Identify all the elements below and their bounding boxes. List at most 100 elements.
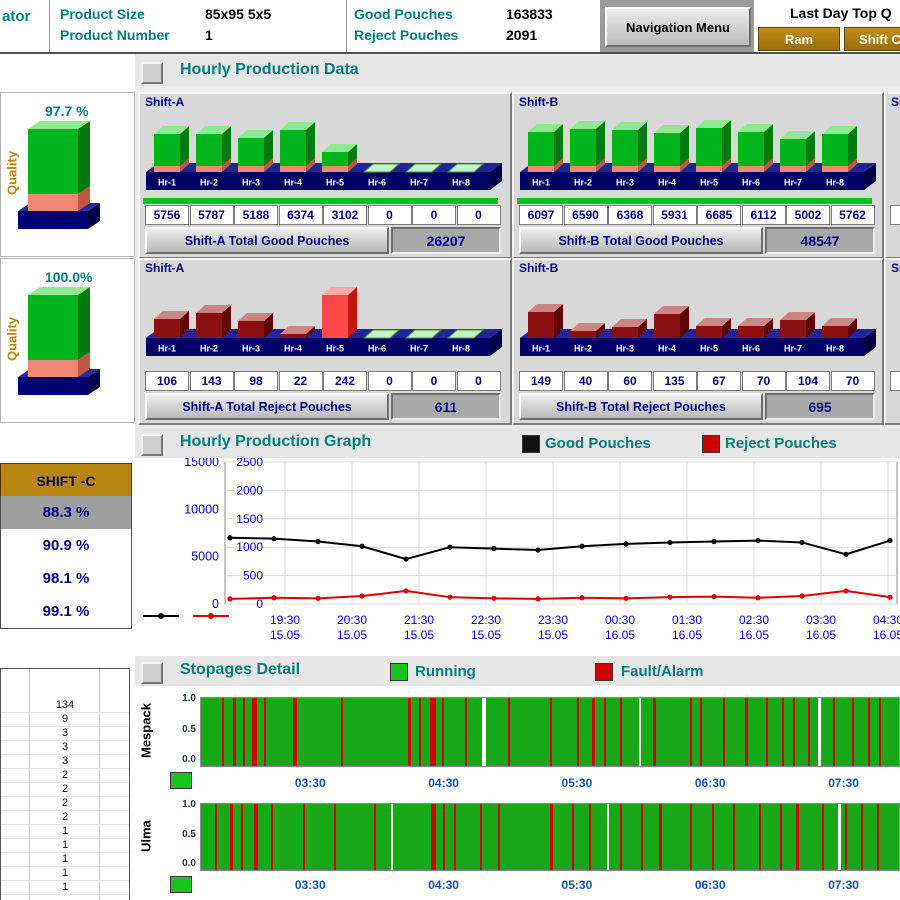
y-tick-label: 1.0 xyxy=(182,693,196,704)
shift-b-total-good-value: 48547 xyxy=(765,227,875,254)
svg-text:Hr-4: Hr-4 xyxy=(284,178,302,188)
shift-change-button[interactable]: Shift C xyxy=(844,27,900,51)
fault-stripe xyxy=(808,698,811,766)
ram-button[interactable]: Ram xyxy=(758,27,840,51)
fault-stripe xyxy=(233,698,237,766)
fault-stripe xyxy=(589,804,592,870)
table-gridline xyxy=(99,669,100,900)
svg-text:16.05: 16.05 xyxy=(605,628,635,642)
stopped-gap xyxy=(638,698,641,766)
count-row: 1 xyxy=(1,839,129,853)
shift-b-reject-panel: Shift-B Hr-1 Hr-2 Hr-3 Hr-4 Hr-5 Hr-6 Hr-7 Hr-8… xyxy=(512,258,884,425)
hour-value-cell: 40 xyxy=(563,371,608,391)
svg-text:Hr-1: Hr-1 xyxy=(158,344,176,354)
shift-a-total-reject-button[interactable]: Shift-A Total Reject Pouches xyxy=(145,393,389,420)
ulma-timeline-strip xyxy=(200,803,900,871)
shift-b-total-good-button[interactable]: Shift-B Total Good Pouches xyxy=(519,227,763,254)
shift-a-total-good-value: 26207 xyxy=(391,227,501,254)
mespack-timeline-strip xyxy=(200,697,900,767)
svg-text:Hr-7: Hr-7 xyxy=(410,178,428,188)
quality-reject-panel: Quality 100.0% xyxy=(0,258,135,423)
count-row: 1 xyxy=(1,853,129,867)
fault-stripe xyxy=(263,698,266,766)
shift-b-total-reject-value: 695 xyxy=(765,393,875,420)
fault-alarm-legend-swatch xyxy=(595,663,613,681)
section-title: Hourly Production Graph xyxy=(180,433,372,450)
fault-stripe xyxy=(242,698,245,766)
navigation-menu-button[interactable]: Navigation Menu xyxy=(605,7,751,47)
x-tick-label: 04:30 xyxy=(428,776,459,790)
svg-text:2500: 2500 xyxy=(236,458,263,469)
svg-text:15.05: 15.05 xyxy=(337,628,367,642)
fault-stripe xyxy=(333,804,336,870)
svg-text:Hr-6: Hr-6 xyxy=(742,178,760,188)
hour-value-cell: 6685 xyxy=(697,205,741,225)
panel-title: Sh xyxy=(891,261,900,275)
hour-value-cell: 106 xyxy=(145,371,189,391)
y-tick-label: 1.0 xyxy=(182,799,196,810)
fault-stripe xyxy=(214,804,217,870)
mespack-x-axis: 03:30 04:30 05:30 06:30 07:30 xyxy=(200,776,898,792)
panel-title: Sh xyxy=(891,95,900,109)
x-tick-label: 03:30 xyxy=(294,776,326,790)
fault-stripe xyxy=(454,804,457,870)
count-row: 1 xyxy=(1,867,129,881)
fault-stripe xyxy=(464,698,467,766)
hour-value-cell: 6368 xyxy=(608,205,652,225)
fault-stripe xyxy=(619,698,622,766)
quality-reject-stacked-bar xyxy=(18,287,100,395)
x-tick-label: 04:30 xyxy=(428,878,459,892)
hour-value-cell: 242 xyxy=(323,371,367,391)
shift-b-total-reject-button[interactable]: Shift-B Total Reject Pouches xyxy=(519,393,763,420)
section-icon[interactable] xyxy=(141,434,163,456)
svg-text:Hr-2: Hr-2 xyxy=(200,344,218,354)
svg-text:Hr-3: Hr-3 xyxy=(616,178,634,188)
fault-stripe xyxy=(302,804,305,870)
svg-text:Hr-2: Hr-2 xyxy=(200,178,218,188)
fault-stripe xyxy=(833,698,836,766)
hour-value-cell: 98 xyxy=(234,371,278,391)
svg-text:Hr-2: Hr-2 xyxy=(574,344,592,354)
y-tick-label: 0.5 xyxy=(182,723,196,735)
hour-value-cell: 0 xyxy=(456,371,501,391)
svg-text:Hr-3: Hr-3 xyxy=(242,344,260,354)
shift-c-row: 99.1 % xyxy=(0,595,132,629)
svg-text:15.05: 15.05 xyxy=(471,628,501,642)
fault-stripe xyxy=(508,698,511,766)
count-rows: 134 9 3 3 3 2 2 2 2 1 1 1 1 1 xyxy=(1,699,129,895)
stopped-gap xyxy=(482,698,487,766)
reject-pouches-legend-label: Reject Pouches xyxy=(725,435,837,452)
mespack-machine-label: Mespack xyxy=(138,703,154,759)
hour-value-cell: 6112 xyxy=(741,205,786,225)
product-size-label: Product Size xyxy=(60,6,145,22)
hour-value-cell: 0 xyxy=(367,205,412,225)
fault-stripe xyxy=(480,804,483,870)
section-icon[interactable] xyxy=(141,662,163,684)
svg-text:Hr-5: Hr-5 xyxy=(700,178,718,188)
svg-text:03:30: 03:30 xyxy=(806,613,836,627)
section-title: Stopages Detail xyxy=(180,661,301,678)
shift-b-good-bar-chart: Hr-1 Hr-2 Hr-3 Hr-4 Hr-5 Hr-6 Hr-7 Hr-8 xyxy=(520,120,876,190)
section-icon[interactable] xyxy=(141,62,163,84)
fault-stripe xyxy=(572,804,575,870)
hour-value-cell: 70 xyxy=(741,371,786,391)
fault-stripe xyxy=(408,698,412,766)
hour-value-cell: 5756 xyxy=(145,205,189,225)
hour-values-row: 149 40 60 135 67 70 104 70 xyxy=(514,371,882,391)
good-pouches-legend-swatch xyxy=(522,435,540,453)
fault-stripe xyxy=(431,804,437,870)
count-row: 1 xyxy=(1,881,129,895)
hour-value-cell: 5002 xyxy=(786,205,830,225)
svg-text:04:30: 04:30 xyxy=(873,613,900,627)
shift-a-total-good-button[interactable]: Shift-A Total Good Pouches xyxy=(145,227,389,254)
fault-stripe xyxy=(781,698,784,766)
product-size-value: 85x95 5x5 xyxy=(205,6,272,22)
shift-a-total-reject-value: 611 xyxy=(391,393,501,420)
hour-value-cell: 5762 xyxy=(830,205,875,225)
ulma-y-axis: 1.0 0.5 0.0 xyxy=(164,799,196,869)
svg-text:Hr-8: Hr-8 xyxy=(826,344,844,354)
good-pouches-value: 163833 xyxy=(506,6,553,22)
svg-text:15.05: 15.05 xyxy=(538,628,568,642)
ulma-running-indicator xyxy=(170,876,192,893)
